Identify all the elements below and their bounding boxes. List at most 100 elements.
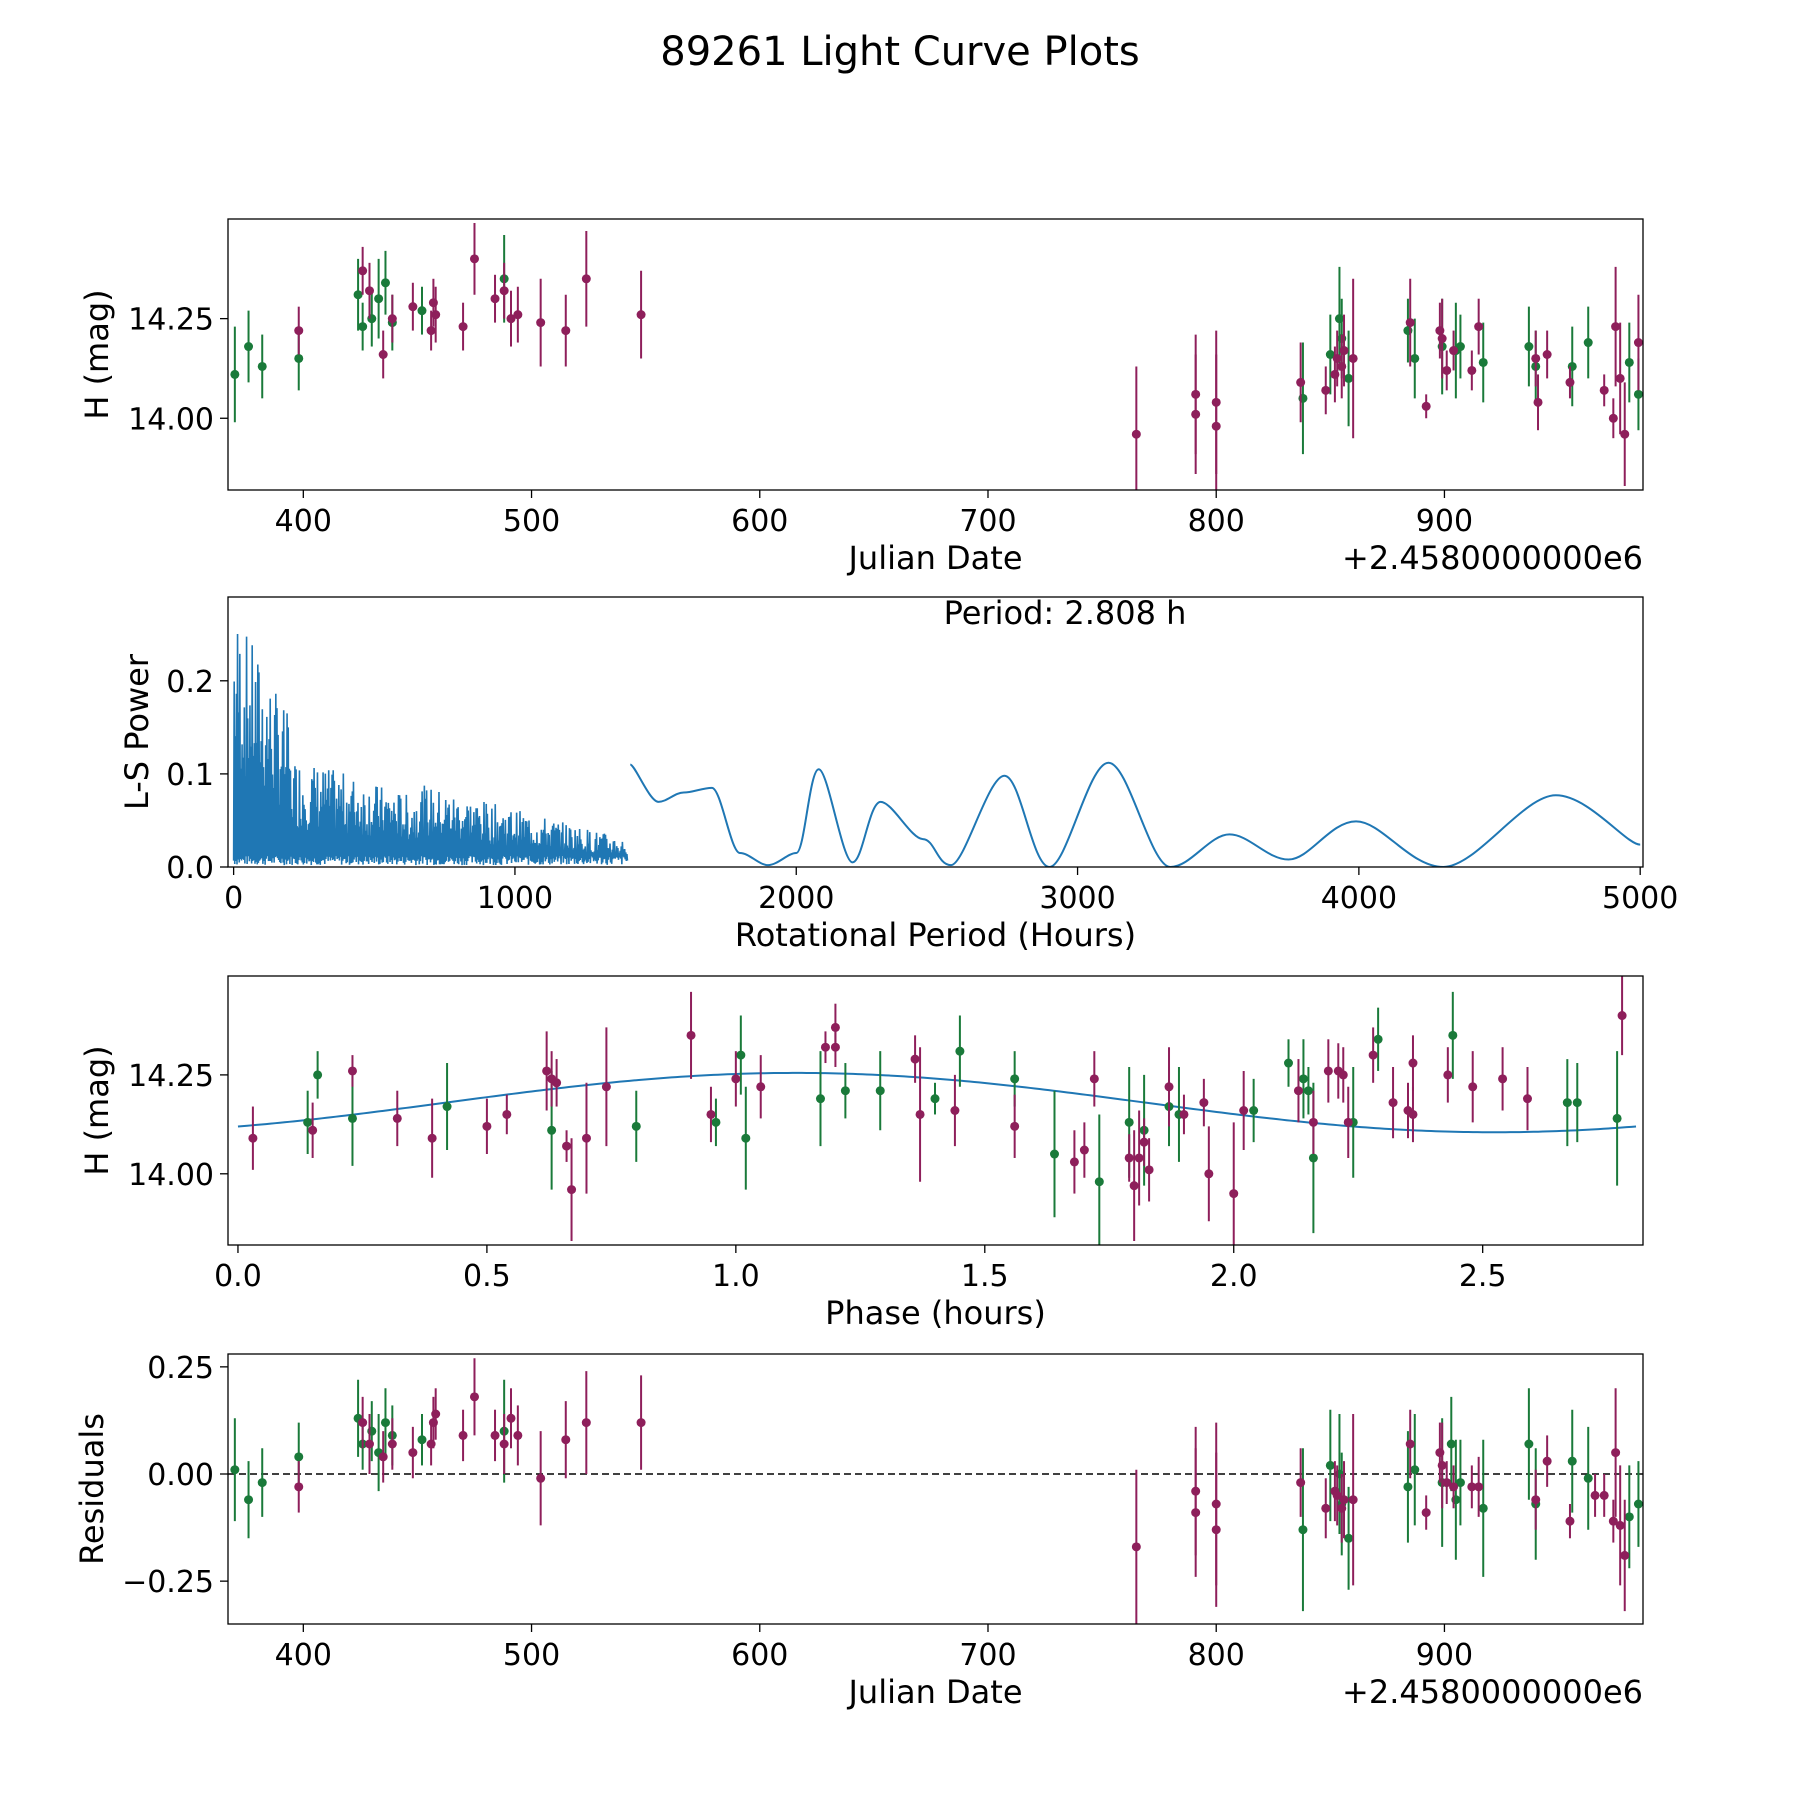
data-point [581, 1133, 591, 1143]
data-point [358, 266, 368, 276]
x-tick-label: 600 [731, 1638, 788, 1673]
data-point [1446, 1439, 1456, 1449]
data-point [1388, 1098, 1398, 1108]
periodogram-data [232, 634, 1641, 867]
data-point [552, 1078, 562, 1088]
data-point [294, 326, 304, 336]
data-point [1448, 1030, 1458, 1040]
data-point [1565, 377, 1575, 387]
data-point [1348, 353, 1358, 363]
data-point [482, 1121, 492, 1131]
data-point [1474, 1482, 1484, 1492]
x-tick-label: 0.5 [463, 1259, 511, 1294]
phased-data [237, 976, 1637, 1245]
x-tick-label: 800 [1188, 504, 1245, 539]
data-point [499, 286, 509, 296]
lightcurve-panel: 400 500 600 700 800 900 14.00 14.25 Julian Date H… [78, 218, 1644, 577]
data-point [1405, 318, 1415, 328]
data-point [1442, 1478, 1452, 1488]
data-point [561, 1435, 571, 1445]
data-point [1368, 1050, 1378, 1060]
data-point [1421, 1508, 1431, 1518]
data-point [1542, 1456, 1552, 1466]
x-tick-label: 0 [224, 881, 243, 916]
data-point [1191, 1508, 1201, 1518]
data-point [840, 1086, 850, 1096]
y-tick-label: 14.00 [128, 1158, 214, 1193]
data-point [1408, 1109, 1418, 1119]
data-point [408, 1448, 418, 1458]
data-point [358, 322, 368, 332]
data-point [567, 1185, 577, 1195]
data-point [1620, 429, 1630, 439]
lightcurve-x-axis-label: Julian Date [846, 539, 1022, 577]
data-point [1620, 1550, 1630, 1560]
data-point [711, 1117, 721, 1127]
data-point [930, 1094, 940, 1104]
data-point [1338, 1070, 1348, 1080]
x-tick-label: 700 [959, 504, 1016, 539]
data-point [365, 286, 374, 296]
data-point [1339, 346, 1349, 356]
data-point [1298, 1525, 1308, 1535]
phased-axes-frame [227, 975, 1644, 1246]
data-point [426, 326, 436, 336]
residuals-data [228, 1358, 1643, 1624]
y-tick-label: 0.1 [166, 758, 214, 793]
x-tick-label: 1.5 [961, 1259, 1009, 1294]
period-annotation: Period: 2.808 h [944, 594, 1187, 632]
data-point [1524, 342, 1534, 352]
data-point [631, 1121, 641, 1131]
data-point [1124, 1153, 1134, 1163]
data-point [1069, 1157, 1079, 1167]
data-point [1179, 1109, 1189, 1119]
data-point [830, 1022, 840, 1032]
data-point [442, 1102, 452, 1112]
data-point [636, 310, 646, 320]
data-point [1308, 1117, 1318, 1127]
data-point [1293, 1086, 1303, 1096]
data-point [542, 1066, 552, 1076]
data-point [1624, 357, 1634, 367]
data-point [875, 1086, 885, 1096]
data-point [1562, 1098, 1572, 1108]
data-point [1498, 1074, 1508, 1084]
data-point [1599, 1490, 1609, 1500]
residuals-panel: 400 500 600 700 800 900 −0.25 0.00 0.25 Julian Da… [73, 1351, 1644, 1711]
data-point [1468, 1082, 1478, 1092]
phased-panel: 0.0 0.5 1.0 1.5 2.0 2.5 14.00 14.25 Phase (hours… [78, 975, 1644, 1332]
y-tick-label: 0.0 [166, 851, 214, 886]
data-point [1191, 409, 1201, 419]
data-point [1437, 334, 1447, 344]
data-point [536, 318, 546, 328]
data-point [1633, 1499, 1643, 1509]
data-point [1129, 1181, 1139, 1191]
data-point [706, 1109, 716, 1119]
lightcurve-y-axis-label: H (mag) [78, 289, 116, 419]
phased-y-axis-label: H (mag) [78, 1045, 116, 1175]
data-point [1131, 429, 1141, 439]
data-point [1572, 1098, 1582, 1108]
data-point [1608, 413, 1618, 423]
data-point [408, 302, 418, 312]
data-point [1533, 397, 1543, 407]
data-point [636, 1418, 646, 1428]
data-point [1079, 1145, 1089, 1155]
data-point [536, 1473, 546, 1483]
data-point [1124, 1117, 1134, 1127]
data-point [1611, 1448, 1621, 1458]
periodogram-y-axis-label: L-S Power [118, 653, 156, 810]
data-point [1531, 353, 1541, 363]
data-point [1408, 1058, 1418, 1068]
x-tick-label: 2000 [758, 881, 834, 916]
data-point [686, 1030, 696, 1040]
data-point [1325, 350, 1335, 359]
data-point [1442, 365, 1452, 375]
data-point [1010, 1121, 1020, 1131]
data-point [378, 1452, 388, 1462]
data-point [910, 1054, 920, 1064]
data-point [1611, 322, 1621, 332]
data-point [1608, 1516, 1618, 1526]
data-point [820, 1042, 830, 1052]
data-point [469, 1392, 479, 1402]
